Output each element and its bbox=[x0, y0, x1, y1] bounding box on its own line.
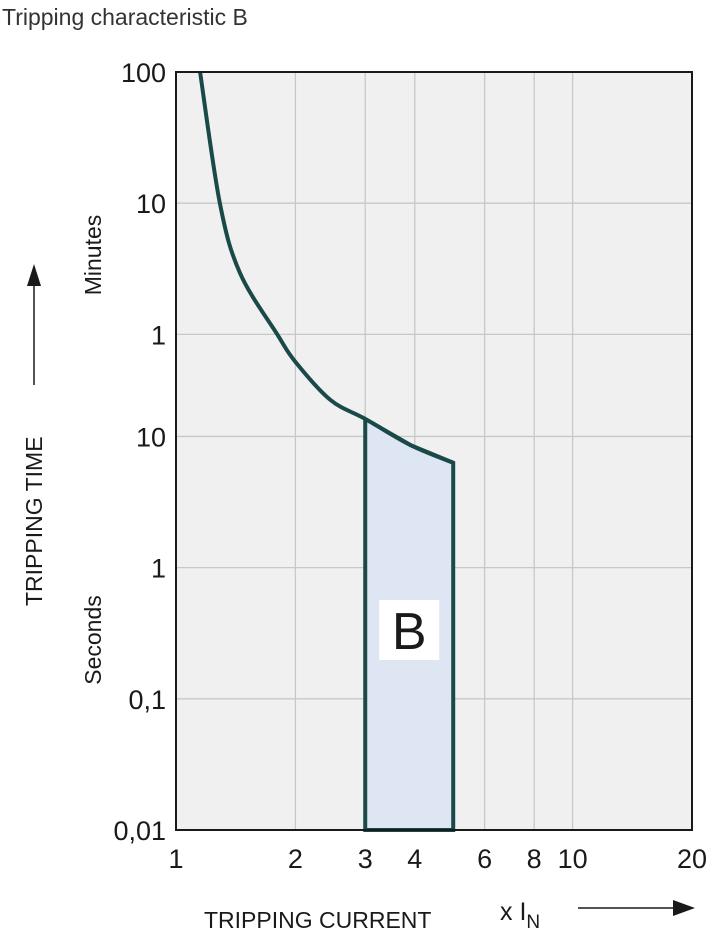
y-tick-label: 0,01 bbox=[113, 816, 166, 846]
x-unit-sub: N bbox=[526, 912, 540, 933]
y-axis-arrow bbox=[27, 264, 41, 385]
y-tick-label: 100 bbox=[121, 58, 166, 88]
plot-frame bbox=[175, 71, 693, 831]
x-axis-unit: x IN bbox=[500, 898, 540, 933]
y-group-label-minutes: Minutes bbox=[80, 215, 106, 296]
x-tick-label: 4 bbox=[407, 844, 422, 874]
tripping-curve bbox=[198, 71, 454, 465]
x-tick-label: 8 bbox=[527, 844, 542, 874]
y-tick-label: 10 bbox=[136, 422, 166, 452]
y-axis-title: TRIPPING TIME bbox=[21, 436, 47, 606]
y-tick-label: 10 bbox=[136, 189, 166, 219]
x-tick-label: 10 bbox=[558, 844, 588, 874]
y-tick-label: 1 bbox=[151, 320, 166, 350]
y-tick-label: 0,1 bbox=[128, 685, 166, 715]
region-label-box bbox=[379, 600, 440, 660]
y-group-label-seconds: Seconds bbox=[80, 595, 106, 685]
chart-title: Tripping characteristic B bbox=[2, 4, 248, 30]
x-tick-label: 3 bbox=[358, 844, 373, 874]
region-label: B bbox=[392, 603, 427, 661]
x-axis-arrow bbox=[578, 900, 695, 916]
x-unit-main: x I bbox=[500, 898, 526, 926]
y-tick-label: 1 bbox=[151, 554, 166, 584]
x-tick-label: 20 bbox=[677, 844, 707, 874]
x-tick-label: 1 bbox=[168, 844, 183, 874]
x-axis-title: TRIPPING CURRENT bbox=[204, 907, 431, 933]
x-tick-label: 2 bbox=[288, 844, 303, 874]
x-tick-label: 6 bbox=[477, 844, 492, 874]
